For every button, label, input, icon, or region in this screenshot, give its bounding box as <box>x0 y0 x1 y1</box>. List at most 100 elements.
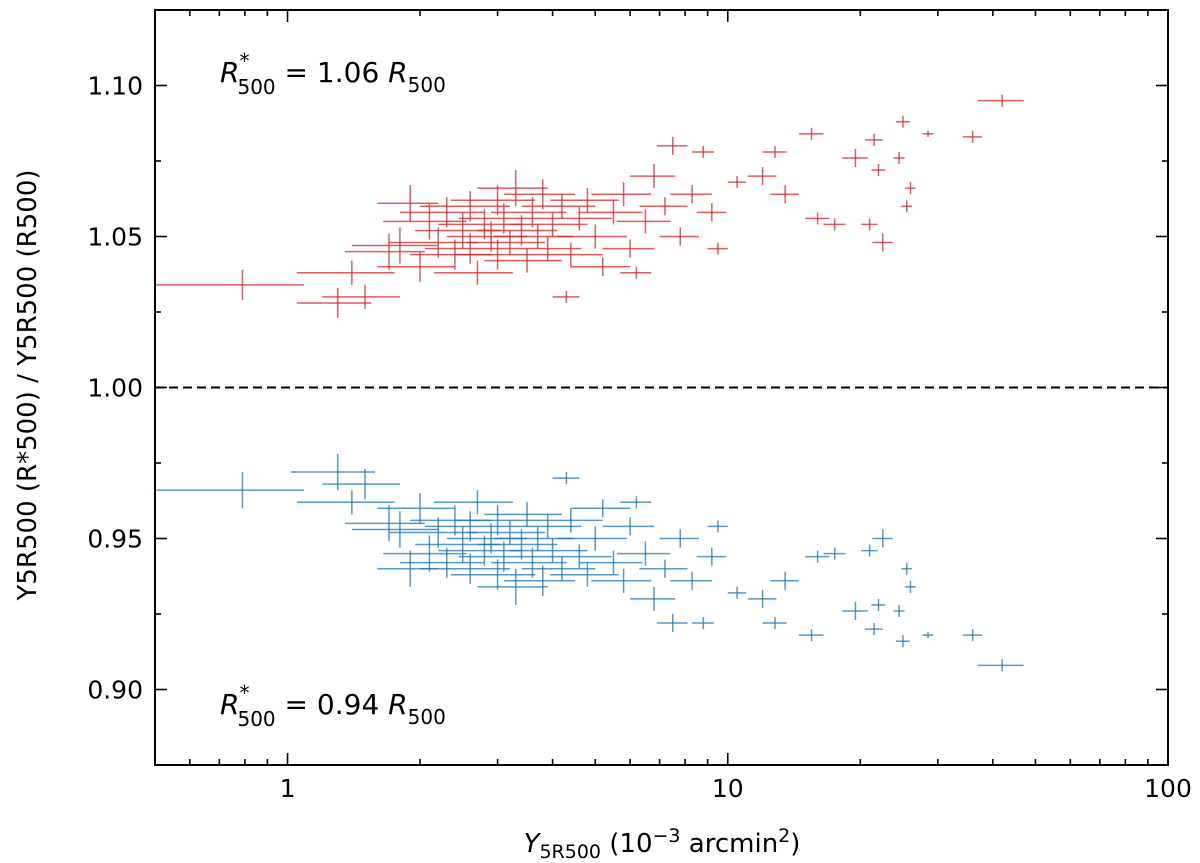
upper-annotation: R* 500 = 1.06 R500 <box>220 49 446 99</box>
data-point <box>977 94 1024 107</box>
data-point <box>630 164 676 189</box>
data-point <box>872 233 893 252</box>
data-point <box>503 179 576 210</box>
data-point <box>872 529 893 548</box>
y-axis-title: Y5R500 (R*500) / Y5R500 (R500) <box>13 169 43 601</box>
data-point <box>466 520 546 545</box>
data-point <box>591 182 652 207</box>
data-point <box>798 629 824 642</box>
data-point <box>747 167 777 186</box>
data-point <box>521 194 596 219</box>
data-point <box>433 490 513 515</box>
data-point <box>962 629 982 642</box>
data-point <box>865 133 883 146</box>
data-point <box>540 544 612 569</box>
data-point <box>692 617 714 630</box>
data-point <box>656 136 688 155</box>
data-point <box>458 203 541 234</box>
data-point <box>484 248 562 273</box>
data-point <box>805 212 830 225</box>
y-tick-label: 1.00 <box>87 374 143 403</box>
data-point <box>895 115 910 128</box>
data-point <box>491 547 567 578</box>
data-point <box>659 227 699 246</box>
data-point <box>591 568 652 593</box>
data-point <box>977 659 1024 672</box>
data-point <box>805 550 830 563</box>
y-tick-label: 1.10 <box>87 72 143 101</box>
data-point <box>762 617 787 630</box>
data-point <box>570 257 631 276</box>
data-point <box>602 517 655 536</box>
series-2 <box>155 453 1024 672</box>
data-point <box>616 209 671 234</box>
data-point <box>962 130 982 143</box>
data-point <box>506 514 582 539</box>
data-point <box>454 505 533 536</box>
data-point <box>696 203 726 222</box>
data-point <box>670 185 712 204</box>
data-point <box>521 556 596 581</box>
data-point <box>155 472 305 509</box>
data-point <box>503 565 576 596</box>
data-point <box>707 520 728 533</box>
data-point <box>893 151 905 165</box>
data-point <box>424 511 507 542</box>
data-point <box>509 212 588 237</box>
data-point <box>865 623 883 636</box>
x-tick-label: 1 <box>280 774 296 803</box>
data-point <box>296 260 395 285</box>
data-point <box>707 242 728 255</box>
data-point <box>351 511 439 548</box>
data-point <box>895 635 910 648</box>
data-point <box>377 185 439 222</box>
plot-frame <box>154 9 1169 766</box>
data-point <box>861 218 878 231</box>
data-point <box>477 568 548 605</box>
data-point <box>656 614 688 633</box>
data-point <box>433 260 513 285</box>
data-point <box>747 589 777 608</box>
data-point <box>438 209 522 240</box>
data-point <box>552 290 580 303</box>
data-point <box>905 182 916 195</box>
y-tick-label: 0.95 <box>87 525 143 554</box>
data-point <box>842 148 868 168</box>
data-point <box>420 553 510 584</box>
y-tick-label: 1.05 <box>87 223 143 252</box>
data-point <box>871 598 886 611</box>
data-point <box>155 269 305 300</box>
data-point <box>659 529 699 548</box>
data-point <box>491 197 567 228</box>
data-point <box>466 230 546 255</box>
data-point <box>692 145 714 158</box>
data-point <box>639 559 688 578</box>
data-point <box>696 547 726 566</box>
data-point <box>438 535 522 566</box>
data-point <box>550 562 619 587</box>
data-point <box>552 472 580 485</box>
data-point <box>532 242 603 267</box>
data-point <box>424 233 507 264</box>
data-point <box>322 284 400 309</box>
data-point <box>727 176 746 189</box>
data-point <box>922 632 934 639</box>
data-point <box>630 586 676 611</box>
data-point <box>871 164 886 177</box>
data-point <box>322 469 400 500</box>
data-point <box>344 233 425 270</box>
data-point <box>770 571 799 590</box>
data-point <box>420 191 510 222</box>
data-point <box>344 505 425 542</box>
data-point <box>922 130 934 137</box>
data-point <box>762 145 787 158</box>
x-axis-title: Y5R500 (10−3 arcmin2) <box>524 825 801 863</box>
data-point <box>842 601 868 621</box>
data-point <box>579 200 643 225</box>
data-point <box>557 526 627 551</box>
data-point <box>296 287 372 319</box>
x-tick-label: 100 <box>1144 774 1192 803</box>
data-point <box>454 239 533 270</box>
